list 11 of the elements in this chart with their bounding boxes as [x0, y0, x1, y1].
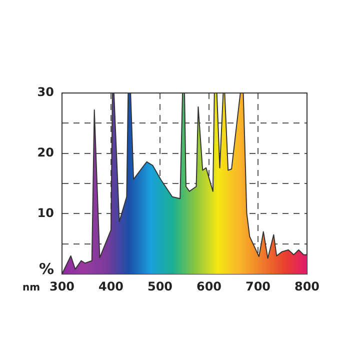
y-tick-label: 30: [37, 85, 54, 100]
x-tick-label: 300: [49, 279, 75, 294]
y-tick-label: 20: [37, 145, 54, 160]
y-axis-title: %: [38, 260, 54, 278]
x-tick-label: 700: [245, 279, 271, 294]
x-axis-title: nm: [22, 282, 40, 294]
x-tick-label: 600: [196, 279, 222, 294]
x-tick-label: 400: [98, 279, 124, 294]
x-tick-label: 500: [147, 279, 173, 294]
y-tick-label: 10: [37, 206, 54, 220]
x-tick-label: 800: [294, 279, 320, 294]
